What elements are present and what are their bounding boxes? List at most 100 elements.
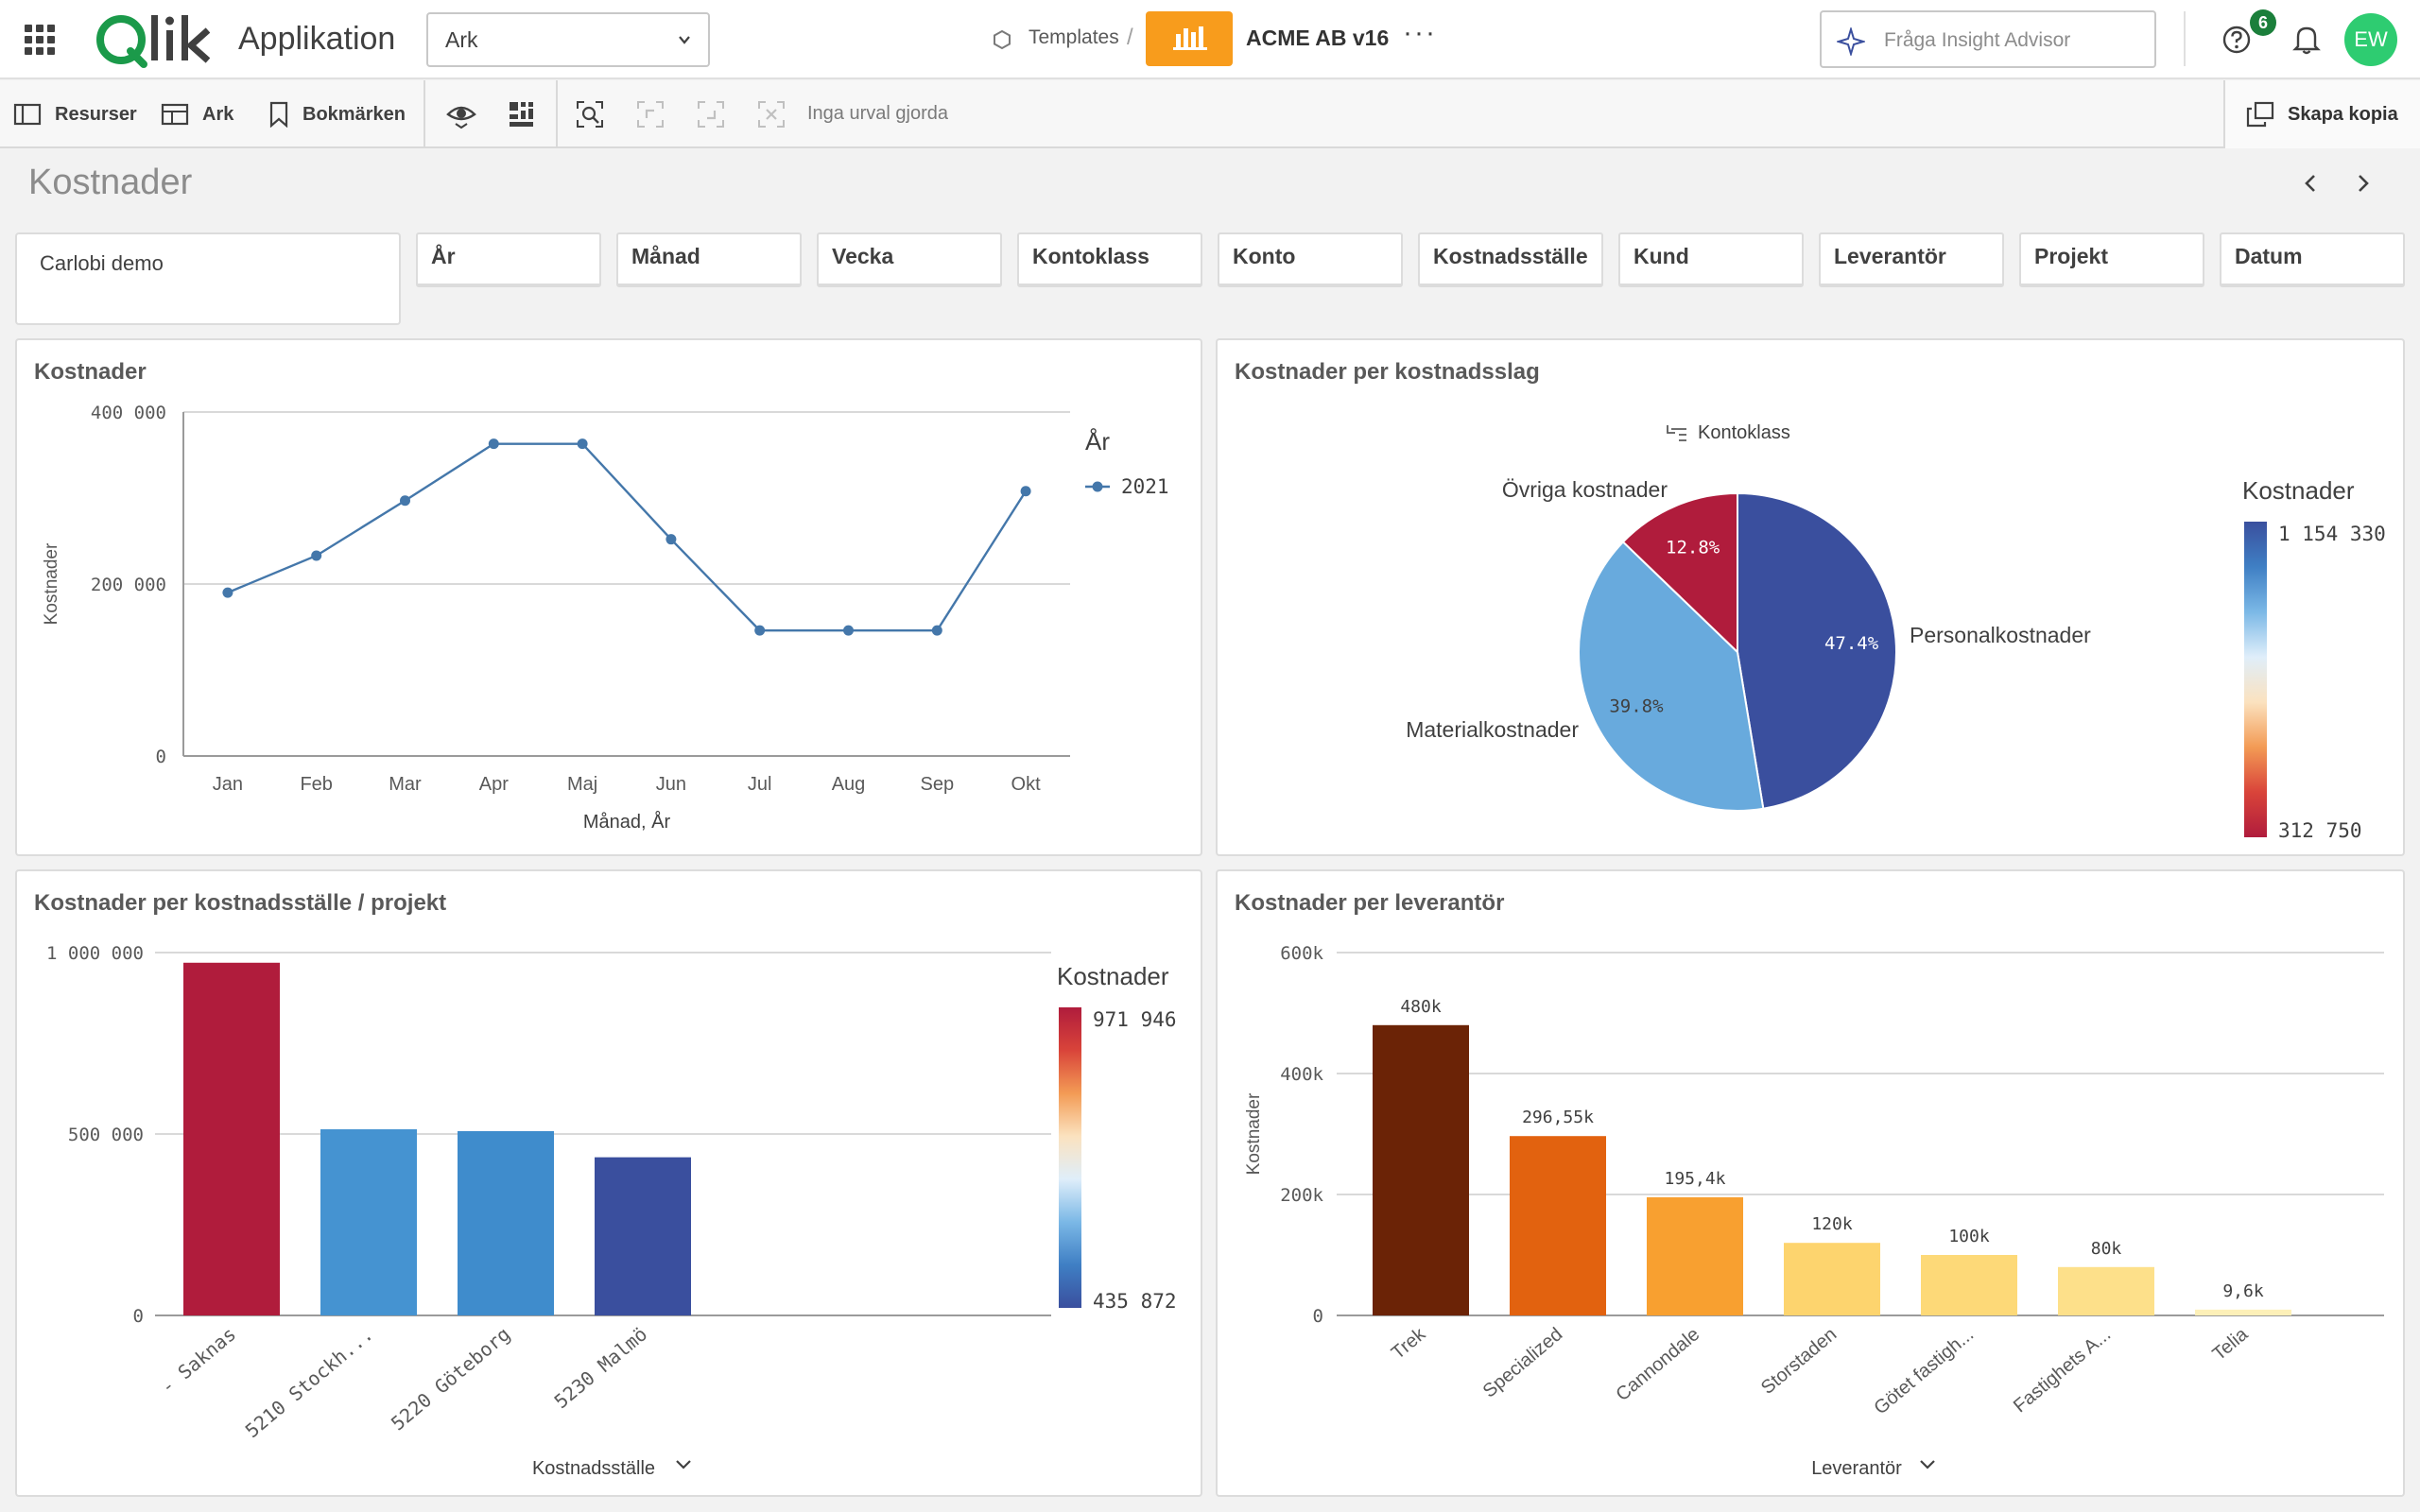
- bar: [1373, 1024, 1469, 1315]
- eye-icon[interactable]: [446, 99, 476, 129]
- bar-value-label: 120k: [1811, 1214, 1853, 1234]
- bell-icon[interactable]: [2291, 23, 2322, 55]
- more-options-button[interactable]: ···: [1403, 17, 1437, 48]
- legend-title: Kostnader: [2242, 476, 2355, 505]
- app-name: ACME AB v16: [1246, 26, 1390, 50]
- data-point: [1020, 486, 1031, 497]
- templates-link[interactable]: Templates: [1028, 26, 1119, 48]
- x-tick-label: Feb: [300, 774, 332, 795]
- y-tick-label: 500 000: [68, 1125, 144, 1145]
- y-tick-label: 0: [1313, 1306, 1323, 1327]
- bar: [1921, 1255, 2017, 1315]
- y-tick-label: 0: [156, 747, 166, 767]
- chevron-down-icon[interactable]: [1920, 1460, 1935, 1469]
- filter-projekt[interactable]: Projekt: [2019, 232, 2204, 287]
- x-axis-label[interactable]: Leverantör: [1811, 1458, 1902, 1479]
- data-point: [931, 625, 942, 636]
- sheets-label: Ark: [202, 103, 234, 125]
- create-copy-label: Skapa kopia: [2288, 103, 2398, 125]
- x-axis-label[interactable]: Kostnadsställe: [532, 1458, 655, 1479]
- smart-search-icon[interactable]: [507, 99, 537, 129]
- chevron-down-icon[interactable]: [676, 1460, 691, 1469]
- bar-value-label: 9,6k: [2222, 1281, 2264, 1301]
- data-point: [843, 625, 854, 636]
- y-tick-label: 200k: [1280, 1185, 1323, 1206]
- y-tick-label: 1 000 000: [46, 943, 144, 964]
- slice-value-label: 47.4%: [1824, 633, 1879, 654]
- legend-max-label: 971 946: [1093, 1008, 1177, 1031]
- filter-ar[interactable]: År: [416, 232, 601, 287]
- data-point: [400, 495, 410, 507]
- legend-min-label: 312 750: [2278, 819, 2362, 842]
- sheet-selector[interactable]: Ark: [426, 12, 710, 67]
- header-divider: [2184, 11, 2186, 66]
- bar: [1510, 1136, 1606, 1315]
- bar-value-label: 100k: [1948, 1227, 1990, 1246]
- bookmarks-button[interactable]: Bokmärken: [268, 80, 406, 148]
- filter-konto[interactable]: Konto: [1218, 232, 1403, 287]
- x-tick-label: Götet fastigh...: [1870, 1324, 1978, 1418]
- resources-button[interactable]: Resurser: [13, 80, 137, 148]
- chevron-down-icon: [679, 36, 690, 44]
- filter-manad[interactable]: Månad: [616, 232, 802, 287]
- chevron-left-icon[interactable]: [2297, 170, 2324, 197]
- x-tick-label: Jul: [748, 774, 772, 795]
- legend-title: Kostnader: [1057, 962, 1169, 990]
- filter-kund[interactable]: Kund: [1618, 232, 1804, 287]
- legend-max-label: 1 154 330: [2278, 523, 2386, 545]
- y-tick-label: 600k: [1280, 943, 1323, 964]
- data-point: [222, 587, 233, 598]
- filter-leverantor[interactable]: Leverantör: [1819, 232, 2004, 287]
- toolbar-divider: [556, 80, 558, 148]
- breadcrumb-separator: /: [1127, 25, 1133, 50]
- pie-chart: Kontoklass 47.4% Personalkostnader 39.8% Mat…: [1406, 422, 2386, 842]
- chevron-right-icon[interactable]: [2350, 170, 2377, 197]
- create-copy-button[interactable]: Skapa kopia: [2223, 80, 2420, 148]
- filter-vecka[interactable]: Vecka: [817, 232, 1002, 287]
- selections-search-icon[interactable]: [575, 99, 605, 129]
- x-axis-label: Månad, År: [583, 811, 671, 833]
- y-axis-label: Kostnader: [1244, 1092, 1264, 1175]
- filter-datum[interactable]: Datum: [2220, 232, 2405, 287]
- legend-swatch-dot: [1092, 481, 1103, 492]
- bar: [2195, 1309, 2291, 1315]
- panel-title: Kostnader: [34, 359, 147, 385]
- y-axis-label: Kostnader: [42, 542, 61, 625]
- bar: [458, 1130, 554, 1315]
- y-tick-label: 200 000: [91, 575, 166, 595]
- x-tick-label: Mar: [389, 774, 422, 795]
- supplier-bar-panel[interactable]: Kostnader per leverantör 0 200k 400k 600k Ko…: [1216, 869, 2405, 1497]
- filter-kontoklass[interactable]: Kontoklass: [1017, 232, 1202, 287]
- sheet-title: Kostnader: [28, 163, 193, 202]
- bar-value-label: 195,4k: [1664, 1169, 1725, 1189]
- supplier-bar-chart: 0 200k 400k 600k Kostnader 480k Trek 296,55k Spe…: [1244, 943, 2384, 1479]
- filter-kostnadsstalle[interactable]: Kostnadsställe: [1418, 232, 1603, 287]
- app-title: Applikation: [238, 21, 396, 57]
- slice-value-label: 12.8%: [1666, 538, 1720, 558]
- panel-title: Kostnader per kostnadsslag: [1235, 359, 1540, 385]
- app-thumbnail[interactable]: [1146, 11, 1233, 66]
- bar-value-label: 296,55k: [1522, 1108, 1594, 1127]
- resources-label: Resurser: [55, 103, 137, 125]
- bar: [1784, 1243, 1880, 1315]
- insight-advisor-search[interactable]: Fråga Insight Advisor: [1820, 10, 2156, 68]
- x-tick-label: Fastighets A...: [2010, 1324, 2115, 1417]
- apps-menu-icon[interactable]: [25, 25, 55, 55]
- notification-badge: 6: [2250, 9, 2276, 36]
- bar-chart-icon: [1173, 26, 1207, 50]
- help-icon[interactable]: [2221, 25, 2252, 55]
- qlik-logo[interactable]: [93, 9, 210, 70]
- x-tick-label: Jun: [656, 774, 686, 795]
- cost-center-bar-panel[interactable]: Kostnader per kostnadsställe / projekt 0…: [15, 869, 1202, 1497]
- clear-selections-icon: [758, 101, 785, 128]
- y-tick-label: 400 000: [91, 403, 166, 423]
- line-chart-panel[interactable]: Kostnader 0 200 000 400 000 Kostnader Jan Feb…: [15, 338, 1202, 856]
- slice-name-label: Övriga kostnader: [1502, 477, 1668, 502]
- pie-slice: [1578, 541, 1765, 812]
- sheets-button[interactable]: Ark: [161, 80, 233, 148]
- slice-name-label: Personalkostnader: [1910, 623, 2091, 647]
- user-avatar[interactable]: EW: [2344, 13, 2397, 66]
- pie-chart-panel[interactable]: Kostnader per kostnadsslag Kontoklass 47.…: [1216, 338, 2405, 856]
- x-tick-label: Trek: [1388, 1323, 1430, 1364]
